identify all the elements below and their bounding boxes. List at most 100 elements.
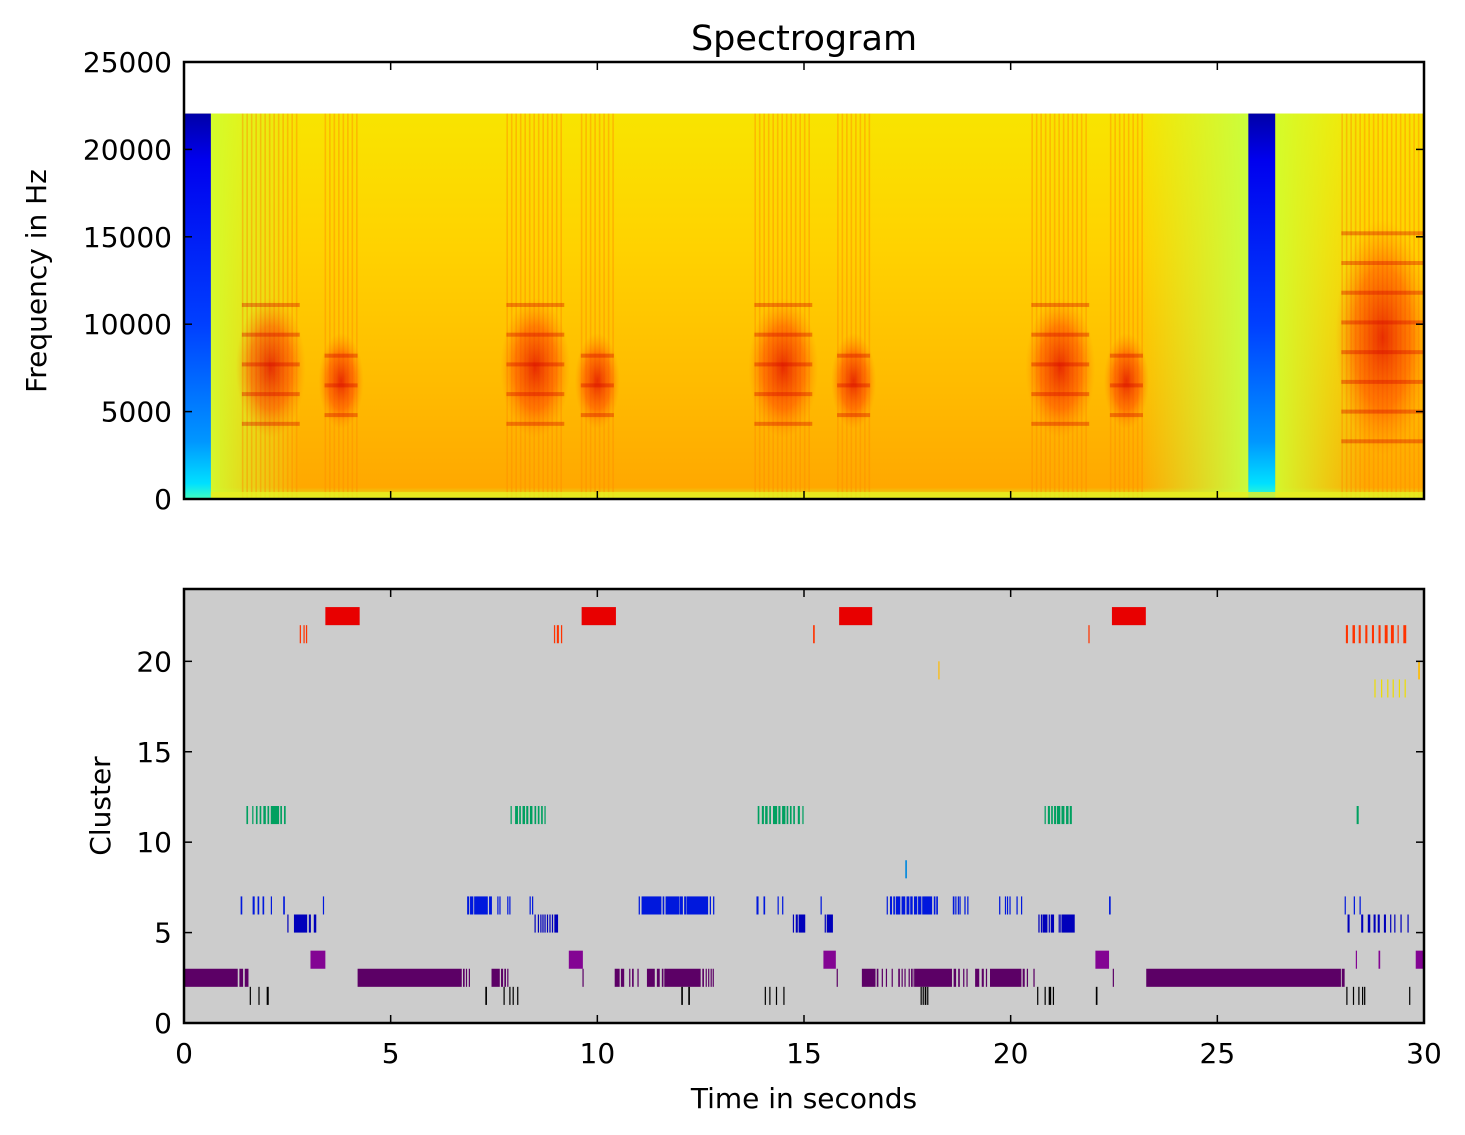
spectrogram-y-tick-label: 0	[154, 483, 172, 516]
spectrogram-streak	[763, 113, 765, 499]
cluster-11-segment	[259, 806, 262, 825]
cluster-2-segment	[990, 968, 1022, 987]
cluster-1-segment	[266, 986, 269, 1005]
cluster-18-segment	[1381, 679, 1383, 698]
cluster-6-segment	[901, 896, 906, 915]
spectrogram-streak	[1114, 113, 1116, 499]
spectrogram-harmonic	[241, 332, 300, 337]
cluster-2-segment	[966, 968, 968, 987]
cluster-11-segment	[789, 806, 792, 825]
cluster-1-segment	[1346, 986, 1348, 1005]
cluster-1-segment	[1095, 986, 1098, 1005]
cluster-6-segment	[684, 896, 687, 915]
spectrogram-call-energy	[235, 297, 306, 438]
cluster-2-segment	[504, 968, 506, 987]
cluster-6-segment	[820, 896, 822, 915]
cluster-2-segment	[975, 968, 980, 987]
cluster-21-segment	[1352, 625, 1355, 644]
spectrogram-streak	[1109, 113, 1112, 499]
cluster-11-segment	[1066, 806, 1069, 825]
spectrogram-streak	[510, 113, 513, 499]
spectrogram-streak	[356, 113, 358, 499]
cluster-5-segment	[1377, 914, 1380, 933]
cluster-5-segment	[1361, 914, 1364, 933]
cluster-11-segment	[519, 806, 521, 825]
cluster-6-segment	[952, 896, 955, 915]
cluster-11-segment	[802, 806, 804, 825]
cluster-6-segment	[1353, 896, 1355, 915]
spectrogram-streak	[324, 113, 327, 499]
spectrogram-harmonic	[754, 392, 813, 397]
spectrogram-harmonic	[506, 362, 565, 367]
cluster-11-segment	[270, 806, 280, 825]
cluster-5-segment	[546, 914, 549, 933]
cluster-5-segment	[1367, 914, 1371, 933]
spectrogram-y-tick-label: 5000	[101, 396, 172, 429]
spectrogram-streak	[1040, 113, 1042, 499]
cluster-11-segment	[252, 806, 254, 825]
cluster-2-segment	[1026, 968, 1029, 987]
cluster-5-segment	[1048, 914, 1050, 933]
cluster-6-segment	[638, 896, 640, 915]
spectrogram-harmonic	[1031, 332, 1090, 337]
cluster-6-segment	[886, 896, 888, 915]
cluster-x-axis-label: Time in seconds	[690, 1082, 917, 1115]
cluster-5-segment	[1038, 914, 1040, 933]
cluster-1-segment	[485, 986, 487, 1005]
cluster-11-segment	[1047, 806, 1050, 825]
cluster-2-segment	[465, 968, 468, 987]
cluster-y-tick-label: 5	[154, 917, 172, 950]
spectrogram-streak	[295, 113, 298, 499]
spectrogram-streak	[1141, 113, 1143, 499]
cluster-22-segment	[839, 607, 873, 626]
spectrogram-harmonic	[837, 413, 871, 418]
cluster-2-segment	[904, 968, 906, 987]
cluster-5-segment	[1400, 914, 1402, 933]
cluster-6-segment	[922, 896, 933, 915]
cluster-5-segment	[542, 914, 544, 933]
cluster-11-segment	[773, 806, 778, 825]
cluster-2-segment	[1033, 968, 1035, 987]
spectrogram-streak	[607, 113, 610, 499]
cluster-21-segment	[560, 625, 563, 644]
spectrogram-y-tick-label: 25000	[83, 46, 172, 79]
spectrogram-streak	[841, 113, 844, 499]
cluster-2-segment	[705, 968, 707, 987]
cluster-11-segment	[529, 806, 533, 825]
cluster-11-segment	[537, 806, 540, 825]
cluster-6-segment	[262, 896, 265, 915]
cluster-2-segment	[710, 968, 712, 987]
cluster-21-segment	[1088, 625, 1090, 644]
spectrogram-streak	[859, 113, 862, 499]
spectrogram-harmonic	[1341, 350, 1424, 355]
cluster-x-tick-label: 25	[1200, 1037, 1236, 1070]
spectrogram-quiet-fade	[1138, 113, 1249, 499]
spectrogram-streak	[589, 113, 592, 499]
cluster-6-segment	[756, 896, 759, 915]
spectrogram-call-energy	[574, 332, 620, 430]
cluster-1-segment	[249, 986, 251, 1005]
spectrogram-low-band	[210, 492, 1424, 499]
cluster-6-segment	[532, 896, 534, 915]
spectrogram-harmonic	[1341, 231, 1424, 236]
spectrogram-streak	[338, 113, 340, 499]
cluster-21-segment	[1384, 625, 1388, 644]
cluster-1-segment	[517, 986, 519, 1005]
cluster-y-tick-label: 20	[136, 645, 172, 678]
spectrogram-streak	[1127, 113, 1130, 499]
cluster-y-tick-label: 0	[154, 1007, 172, 1040]
spectrogram-call-energy	[1103, 332, 1149, 430]
cluster-2-segment	[881, 968, 883, 987]
cluster-11-segment	[522, 806, 525, 825]
spectrogram-streak	[580, 113, 583, 499]
cluster-6-segment	[509, 896, 511, 915]
cluster-6-segment	[641, 896, 662, 915]
cluster-18-segment	[1387, 679, 1389, 698]
spectrogram-streak	[329, 113, 331, 499]
cluster-6-segment	[283, 896, 285, 915]
cluster-1-segment	[927, 986, 929, 1005]
cluster-2-segment	[507, 968, 509, 987]
cluster-5-segment	[1040, 914, 1043, 933]
cluster-11-segment	[534, 806, 537, 825]
